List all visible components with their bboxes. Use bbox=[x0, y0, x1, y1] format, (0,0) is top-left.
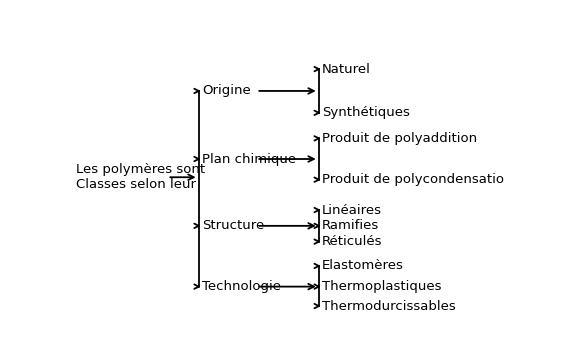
Text: Technologie: Technologie bbox=[202, 280, 281, 293]
Text: Plan chimique: Plan chimique bbox=[202, 152, 296, 166]
Text: Produit de polyaddition: Produit de polyaddition bbox=[322, 132, 478, 145]
Text: Structure: Structure bbox=[202, 219, 265, 232]
Text: Elastomères: Elastomères bbox=[322, 260, 404, 273]
Text: Origine: Origine bbox=[202, 85, 251, 97]
Text: Les polymères sont
Classes selon leur: Les polymères sont Classes selon leur bbox=[76, 163, 205, 191]
Text: Réticulés: Réticulés bbox=[322, 235, 383, 248]
Text: Naturel: Naturel bbox=[322, 62, 371, 76]
Text: Synthétiques: Synthétiques bbox=[322, 106, 410, 119]
Text: Thermodurcissables: Thermodurcissables bbox=[322, 299, 456, 313]
Text: Ramifies: Ramifies bbox=[322, 219, 379, 232]
Text: Produit de polycondensatio: Produit de polycondensatio bbox=[322, 173, 504, 186]
Text: Linéaires: Linéaires bbox=[322, 204, 382, 217]
Text: Thermoplastiques: Thermoplastiques bbox=[322, 280, 442, 293]
